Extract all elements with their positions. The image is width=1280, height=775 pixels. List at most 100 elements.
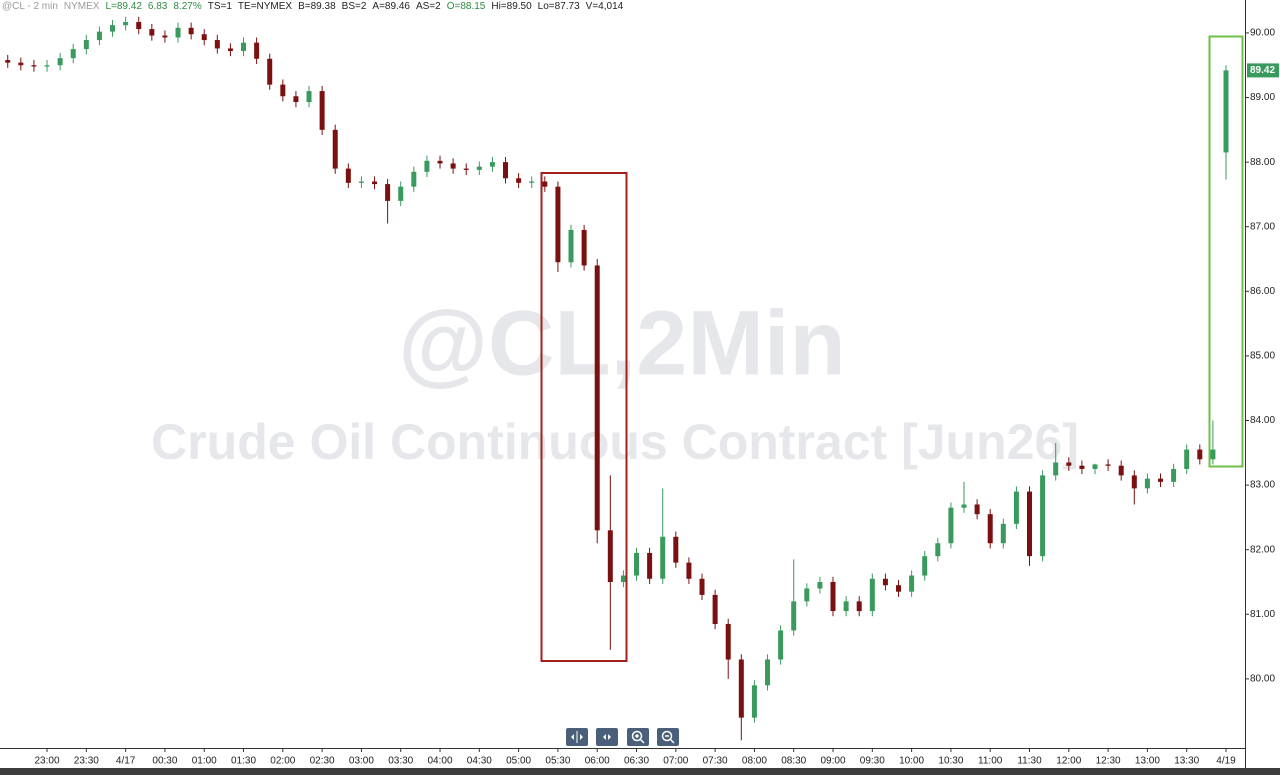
candle-body xyxy=(974,504,980,515)
x-tick-label: 13:30 xyxy=(1174,756,1199,767)
x-tick-label: 09:30 xyxy=(860,756,885,767)
candle-body xyxy=(188,27,194,35)
zoom-out-button[interactable] xyxy=(657,728,679,746)
status-strip xyxy=(0,768,1280,775)
candle-body xyxy=(882,578,888,586)
y-tick-label: 82.00 xyxy=(1250,544,1275,555)
candle-body xyxy=(699,578,705,595)
icon xyxy=(571,734,583,740)
candle-body xyxy=(961,504,967,508)
x-tick-label: 07:30 xyxy=(703,756,728,767)
last-price-marker xyxy=(1247,63,1279,78)
x-tick-label: 12:30 xyxy=(1096,756,1121,767)
x-tick-label: 05:00 xyxy=(506,756,531,767)
x-tick-label: 07:00 xyxy=(663,756,688,767)
info-item: AS=2 xyxy=(415,1,441,12)
candle-body xyxy=(607,530,613,582)
candle-body xyxy=(738,659,744,718)
candle-body xyxy=(5,60,11,63)
candle-body xyxy=(843,601,849,612)
candle-body xyxy=(96,31,102,41)
candle-body xyxy=(804,588,810,602)
candle-body xyxy=(280,84,286,97)
candle-body xyxy=(162,35,168,38)
icon xyxy=(631,730,643,742)
y-tick-label: 85.00 xyxy=(1250,351,1275,362)
x-tick-label: 11:00 xyxy=(978,756,1003,767)
y-tick-label: 84.00 xyxy=(1250,415,1275,426)
toolbar xyxy=(566,728,679,746)
candle-body xyxy=(869,578,875,612)
icon xyxy=(603,734,611,740)
x-tick-label: 23:30 xyxy=(74,756,99,767)
candle-body xyxy=(83,40,89,50)
x-tick-label: 00:30 xyxy=(152,756,177,767)
candle-body xyxy=(542,181,548,187)
candle-body xyxy=(1066,462,1072,466)
candle-body xyxy=(31,65,37,67)
info-item: O=88.15 xyxy=(446,1,486,12)
candle-body xyxy=(1197,449,1203,460)
x-tick-label: 08:30 xyxy=(781,756,806,767)
candle-body xyxy=(175,27,181,38)
candle-body xyxy=(1013,491,1019,524)
candle-body xyxy=(791,601,797,631)
candle-body xyxy=(1223,70,1229,153)
candle-body xyxy=(345,168,351,183)
candle-body xyxy=(896,585,902,592)
candle-body xyxy=(424,160,430,172)
x-tick-label: 03:00 xyxy=(349,756,374,767)
x-tick-label: 4/19 xyxy=(1216,756,1236,767)
candle-body xyxy=(568,229,574,263)
x-tick-label: 13:00 xyxy=(1135,756,1160,767)
candle-body xyxy=(620,575,626,582)
candle-body xyxy=(529,181,535,183)
candle-body xyxy=(372,181,378,185)
zoom-in-button[interactable] xyxy=(627,728,649,746)
candle-body xyxy=(1210,449,1216,460)
y-tick-label: 90.00 xyxy=(1250,28,1275,39)
candle-body xyxy=(1171,468,1177,482)
candle-body xyxy=(503,162,509,179)
x-tick-label: 06:30 xyxy=(624,756,649,767)
candle-body xyxy=(18,62,24,66)
x-tick-label: 10:30 xyxy=(938,756,963,767)
icon xyxy=(635,734,645,744)
info-item: V=4,014 xyxy=(585,1,624,12)
candle-body xyxy=(922,556,928,576)
x-tick-label: 02:00 xyxy=(270,756,295,767)
candle-body xyxy=(319,91,325,130)
candle-body xyxy=(673,536,679,563)
watermark-symbol: @CL,2Min xyxy=(398,292,845,394)
candle-body xyxy=(987,514,993,544)
candle-body xyxy=(385,184,391,201)
watermark-name: Crude Oil Continuous Contract [Jun26] xyxy=(151,414,1079,470)
candle-body xyxy=(555,186,561,263)
candle-body xyxy=(1053,462,1059,476)
candle-body xyxy=(267,58,273,85)
candle-body xyxy=(725,623,731,660)
x-tick-label: 03:30 xyxy=(388,756,413,767)
info-item: TE=NYMEX xyxy=(237,1,293,12)
scroll-right-button[interactable] xyxy=(596,728,618,746)
candle-body xyxy=(948,507,954,544)
candle-body xyxy=(935,543,941,557)
candle-body xyxy=(712,594,718,624)
candle-body xyxy=(909,575,915,592)
candle-body xyxy=(57,58,63,66)
info-item: B=89.38 xyxy=(298,1,336,12)
highlight-box-green xyxy=(1208,35,1244,468)
x-tick-label: 02:30 xyxy=(310,756,335,767)
x-tick-label: 11:30 xyxy=(1017,756,1042,767)
candle-body xyxy=(1040,475,1046,557)
candle-body xyxy=(293,96,299,103)
candle-body xyxy=(149,29,155,36)
candle-body xyxy=(1144,478,1150,489)
x-tick-label: 06:00 xyxy=(585,756,610,767)
info-item: 6.83 xyxy=(147,1,168,12)
candle-body xyxy=(241,42,247,52)
candle-body xyxy=(765,659,771,686)
candle-body xyxy=(856,601,862,612)
